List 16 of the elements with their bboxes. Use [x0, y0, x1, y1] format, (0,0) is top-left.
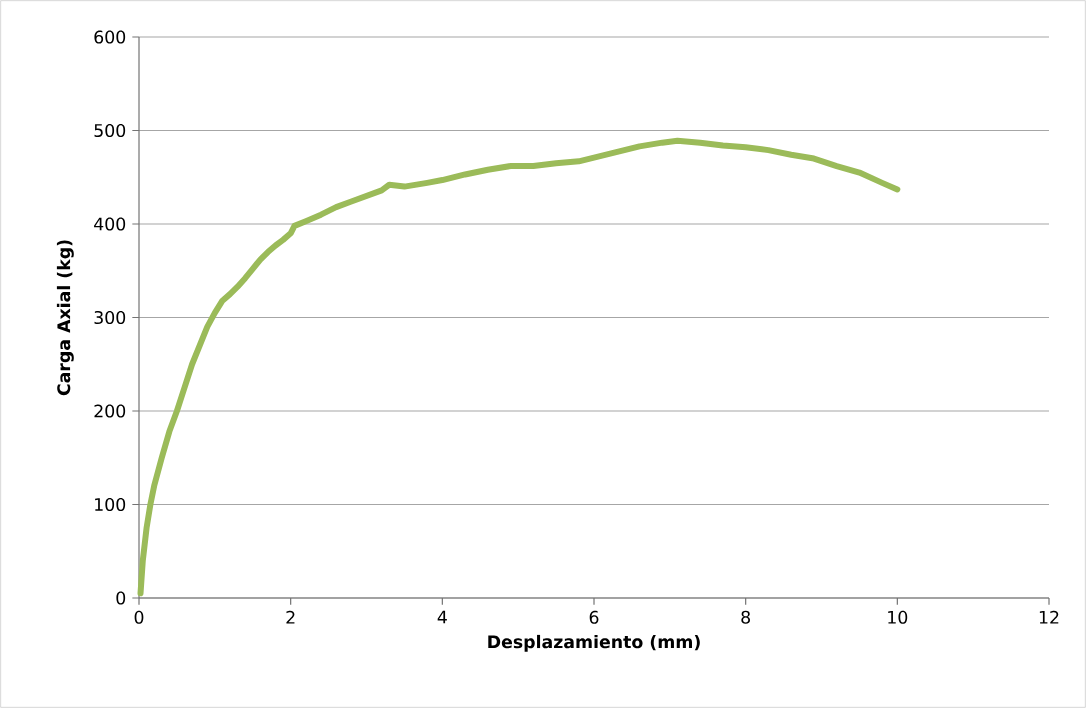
- x-tick-label: 10: [888, 610, 908, 624]
- y-axis-title: Carga Axial (kg): [56, 240, 74, 396]
- y-tick-label: 200: [94, 404, 126, 418]
- x-tick-label: 4: [437, 610, 447, 624]
- x-tick-label: 6: [589, 610, 599, 624]
- x-tick-label: 12: [1039, 610, 1059, 624]
- y-tick-label: 500: [94, 123, 126, 138]
- x-tick-label: 2: [286, 610, 295, 624]
- y-tick-label: 300: [94, 310, 126, 325]
- x-tick-label: 0: [134, 610, 144, 624]
- x-axis-title: Desplazamiento (mm): [488, 634, 700, 652]
- y-tick-label: 100: [95, 497, 126, 512]
- x-tick-label: 8: [741, 610, 751, 624]
- y-tick-label: 400: [94, 217, 126, 231]
- y-tick-label: 0: [116, 591, 126, 605]
- y-tick-label: 600: [94, 30, 126, 44]
